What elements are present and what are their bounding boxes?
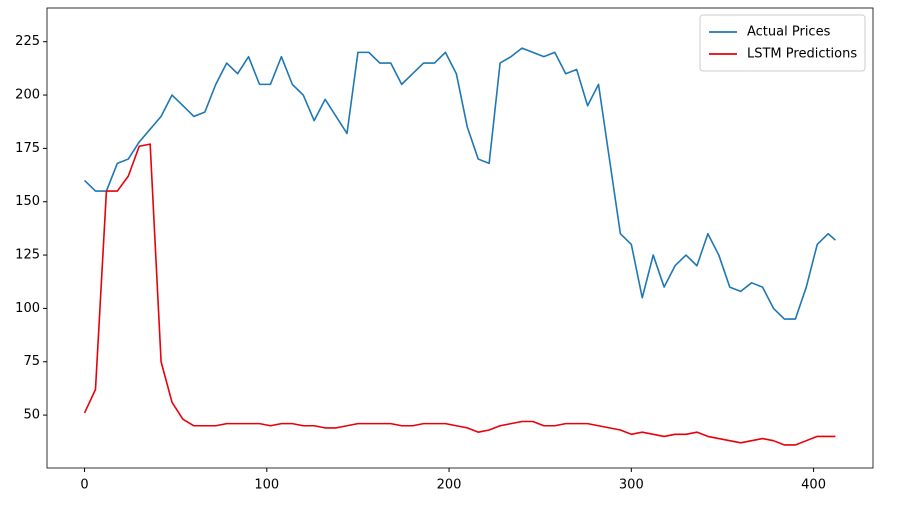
line-series (83, 47, 836, 320)
x-tick-label: 200 (437, 478, 462, 493)
plot-frame (46, 7, 874, 469)
y-tick-label: 75 (23, 354, 40, 369)
y-tick-label: 225 (15, 34, 40, 49)
y-tick-label: 175 (15, 141, 40, 156)
x-tick-label: 100 (254, 478, 279, 493)
legend-label: LSTM Predictions (747, 47, 857, 62)
legend-box (699, 14, 866, 72)
x-tick-label: 400 (801, 478, 826, 493)
legend-label: Actual Prices (747, 25, 831, 40)
line-series (83, 143, 836, 446)
y-tick-label: 50 (23, 408, 40, 423)
x-tick-label: 300 (619, 478, 644, 493)
y-tick-label: 100 (15, 301, 40, 316)
y-tick-label: 125 (15, 248, 40, 263)
y-tick-label: 200 (15, 88, 40, 103)
y-tick-label: 150 (15, 194, 40, 209)
x-tick-label: 0 (80, 478, 88, 493)
